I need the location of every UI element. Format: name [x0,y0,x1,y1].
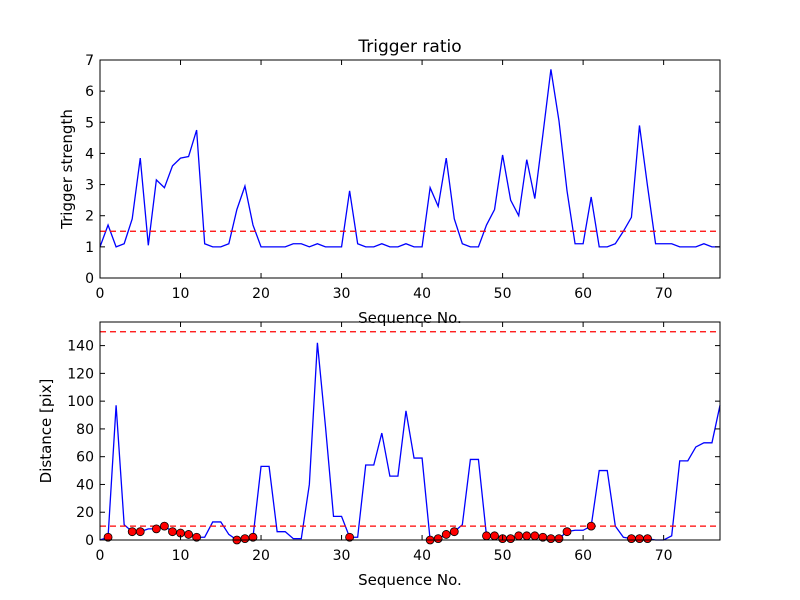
distance-chart: 0 10 20 30 40 50 60 70 0 20 40 60 80 100 120 140 Seque… [37,321,721,589]
data-point-marker [184,530,193,539]
y-tick-label: 80 [76,422,94,438]
x-axis-ticks: 0 10 20 30 40 50 60 70 [96,60,673,302]
y-tick-label: 0 [85,271,94,287]
data-point-marker [135,527,145,537]
data-point-marker [151,524,161,534]
y-tick-label: 5 [85,115,94,131]
data-point-marker [562,527,572,537]
data-point-marker [643,534,652,544]
trigger-strength-series [99,69,720,248]
x-axis-ticks: 0 10 20 30 40 50 60 70 [96,322,673,564]
y-tick-label: 60 [76,450,94,466]
data-point-marker [482,531,491,541]
series-line [99,69,720,248]
x-tick-label: 50 [494,286,512,302]
plot-frame [99,321,721,541]
series-line [99,342,721,541]
data-point-marker [506,534,516,544]
threshold-lines [100,331,720,527]
y-axis-title: Distance [pix] [37,379,55,484]
y-tick-label: 3 [85,178,94,194]
x-tick-label: 50 [494,548,512,564]
x-axis-title: Sequence No. [358,309,462,327]
y-tick-label: 40 [76,477,94,493]
data-point-marker [103,532,113,542]
y-tick-label: 6 [85,84,94,100]
x-tick-label: 70 [655,548,673,564]
y-tick-label: 4 [85,146,94,162]
y-tick-label: 7 [85,53,94,69]
x-tick-label: 0 [96,548,105,564]
data-point-marker [449,527,459,537]
y-tick-label: 120 [67,366,94,382]
trigger-ratio-chart: Trigger ratio 0 10 20 30 40 50 60 70 0 1 2 3 4 5 6 7 S… [58,37,721,327]
x-tick-label: 30 [333,286,351,302]
data-point-marker [490,531,499,541]
x-tick-label: 30 [333,548,351,564]
y-tick-label: 2 [85,209,94,225]
x-tick-label: 0 [96,286,105,302]
y-tick-label: 20 [76,505,94,521]
chart-title: Trigger ratio [357,37,461,57]
x-axis-title: Sequence No. [358,571,462,589]
y-axis-title: Trigger strength [58,109,76,230]
x-tick-label: 40 [413,286,431,302]
plot-frame [99,59,721,279]
y-tick-label: 100 [67,394,94,410]
data-point-marker [546,534,556,544]
data-point-marker [160,521,169,531]
data-point-marker [635,534,644,544]
distance-series [99,342,721,541]
data-point-marker [433,534,443,544]
x-tick-label: 10 [172,548,190,564]
data-point-marker [441,530,451,539]
x-tick-label: 10 [172,286,190,302]
y-tick-label: 140 [67,339,94,355]
data-point-marker [168,527,177,537]
y-tick-label: 1 [85,240,94,256]
data-point-marker [554,534,564,544]
y-axis-ticks: 0 1 2 3 4 5 6 7 [85,53,720,287]
x-tick-label: 70 [655,286,673,302]
x-tick-label: 40 [413,548,431,564]
distance-markers [103,521,652,545]
x-tick-label: 20 [252,548,270,564]
data-point-marker [192,532,202,542]
data-point-marker [345,532,355,542]
data-point-marker [240,534,250,544]
x-tick-label: 20 [252,286,270,302]
data-point-marker [248,532,258,542]
x-tick-label: 60 [574,286,592,302]
data-point-marker [586,521,596,531]
data-point-marker [514,531,524,541]
data-point-marker [530,531,540,541]
data-point-marker [522,531,532,541]
data-point-marker [627,534,636,544]
x-tick-label: 60 [574,548,592,564]
y-axis-ticks: 0 20 40 60 80 100 120 140 [67,339,720,549]
y-tick-label: 0 [85,533,94,549]
data-point-marker [127,527,137,537]
